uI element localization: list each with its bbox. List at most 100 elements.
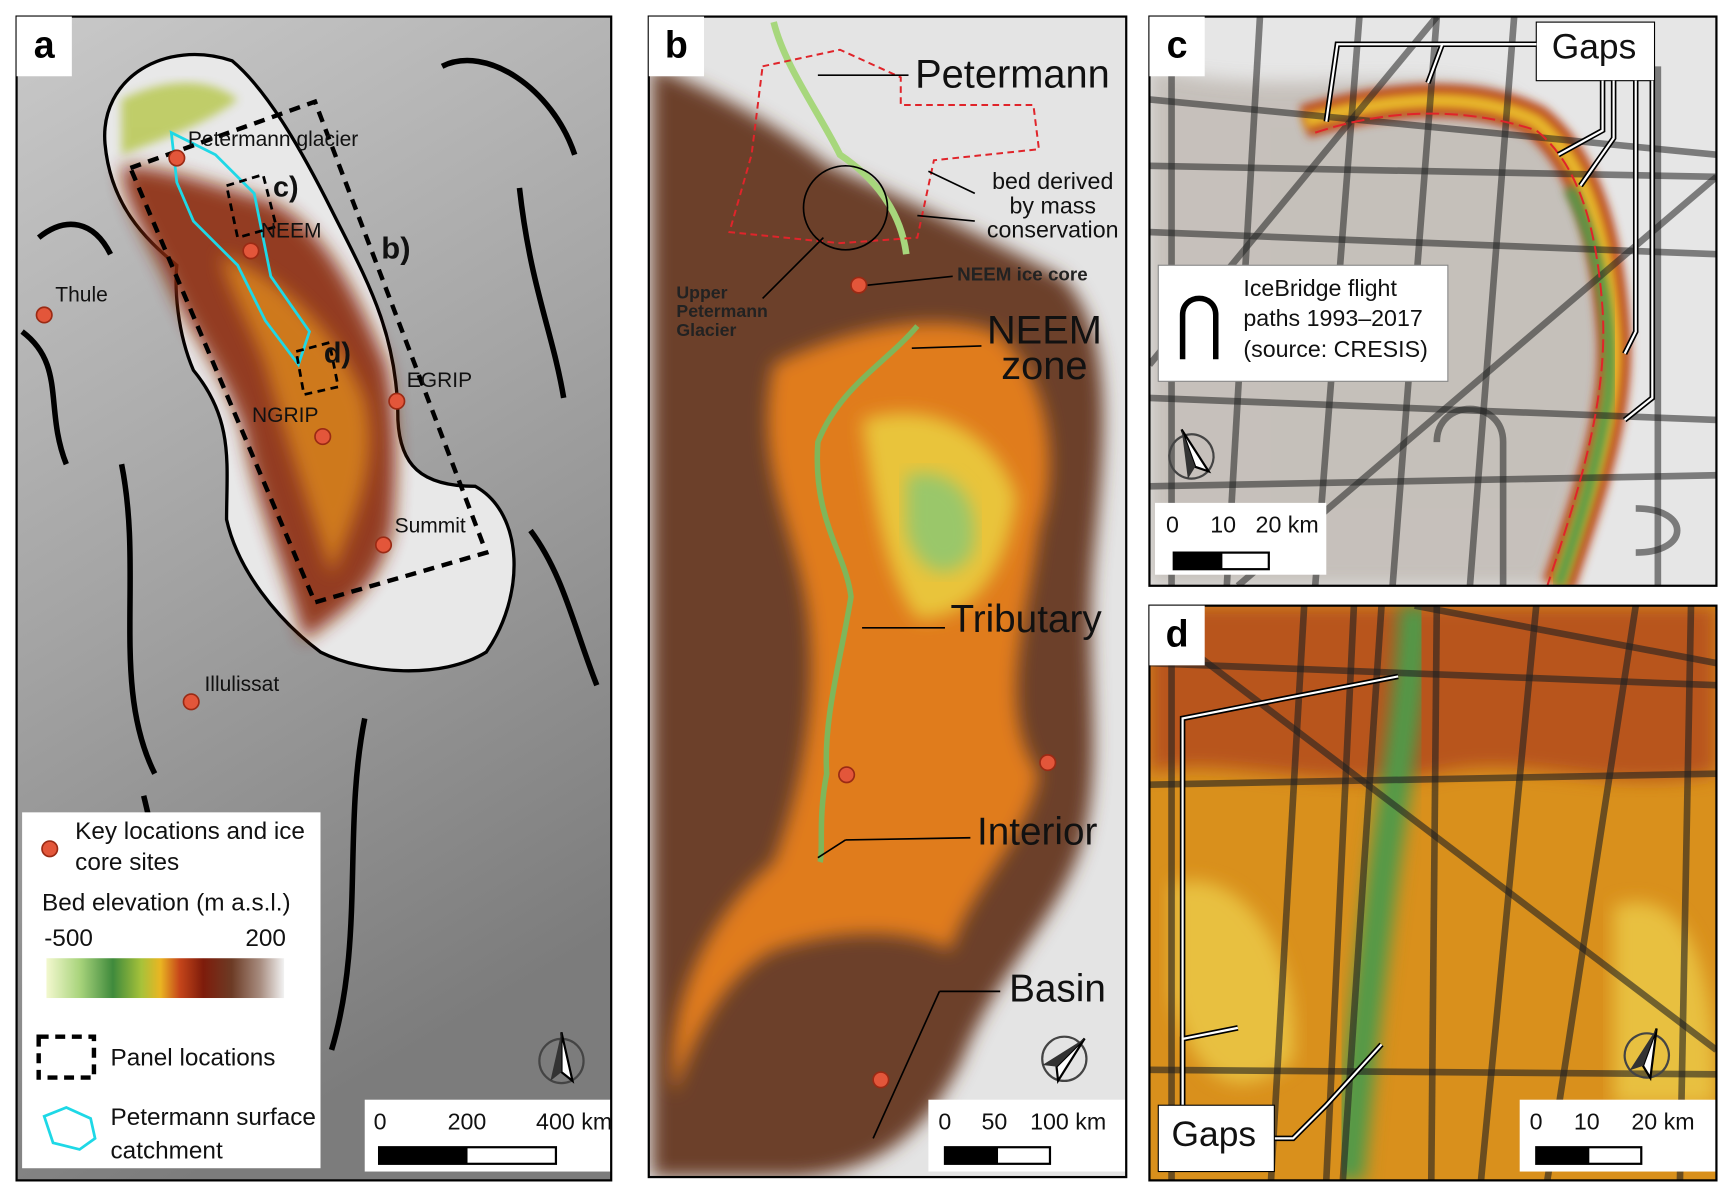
scale-label: 20 km bbox=[1255, 512, 1319, 539]
map-rect bbox=[1535, 21, 1656, 82]
map-rect bbox=[46, 958, 285, 999]
map-circle bbox=[242, 242, 260, 260]
map-path bbox=[814, 324, 920, 863]
map-path bbox=[1055, 1037, 1086, 1084]
map-label: d) bbox=[323, 335, 351, 370]
map-label: EGRIP bbox=[406, 369, 473, 393]
map-path bbox=[1426, 43, 1537, 84]
map-path bbox=[906, 473, 975, 572]
scale-label: 100 km bbox=[1030, 1109, 1107, 1136]
map-rect bbox=[1148, 604, 1718, 1182]
map-path bbox=[1641, 1028, 1658, 1082]
map-line bbox=[1149, 394, 1717, 424]
map-label: c) bbox=[272, 170, 299, 204]
map-line bbox=[1149, 471, 1717, 490]
map-line bbox=[1149, 228, 1717, 258]
map-g bbox=[838, 276, 1057, 1089]
colorbar-max: 200 bbox=[245, 923, 286, 952]
map-path bbox=[42, 1105, 97, 1151]
map-line bbox=[1339, 605, 1385, 1181]
map-path bbox=[1042, 1038, 1085, 1067]
map-label: Petermann glacier bbox=[187, 128, 359, 152]
legend-text: Key locations and ice core sites bbox=[75, 816, 305, 875]
map-line bbox=[1427, 605, 1441, 1181]
scale-label: 10 bbox=[1210, 512, 1237, 539]
map-g bbox=[1149, 605, 1717, 1181]
map-path bbox=[1635, 505, 1681, 556]
map-g bbox=[16, 16, 612, 1181]
map-rect bbox=[379, 1147, 468, 1164]
scale-label: 50 bbox=[981, 1109, 1008, 1136]
map-line bbox=[911, 345, 982, 349]
panel-letter: b bbox=[648, 16, 705, 77]
map-g bbox=[1168, 428, 1215, 480]
map-line bbox=[1466, 16, 1518, 586]
legend-text: Panel locations bbox=[110, 1043, 276, 1071]
scale-label: 0 bbox=[1529, 1109, 1543, 1136]
map-line bbox=[1267, 605, 1308, 1181]
map-rect bbox=[1536, 1147, 1590, 1164]
map-label: Thule bbox=[55, 284, 108, 308]
map-line bbox=[928, 170, 976, 195]
map-g bbox=[35, 149, 406, 711]
map-label: bed derived by mass conservation bbox=[986, 169, 1119, 244]
legend-text: Petermann surface catchment bbox=[110, 1103, 316, 1164]
panel-letter: d bbox=[1149, 605, 1205, 666]
map-g bbox=[1149, 605, 1717, 1181]
map-label: NEEM zone bbox=[986, 307, 1102, 389]
scale-label: 400 km bbox=[536, 1109, 613, 1136]
map-path bbox=[121, 82, 238, 155]
map-line bbox=[1676, 605, 1695, 1181]
map-line bbox=[762, 237, 824, 299]
map-path bbox=[1180, 428, 1212, 474]
colorbar-min: -500 bbox=[44, 923, 93, 952]
map-line bbox=[867, 275, 953, 286]
map-label: Petermann bbox=[915, 50, 1110, 97]
map-circle bbox=[802, 164, 889, 251]
panel-letter: c bbox=[1149, 16, 1205, 77]
map-path bbox=[1181, 429, 1196, 479]
map-label: Tributary bbox=[950, 597, 1102, 642]
map-line bbox=[917, 214, 975, 222]
map-rect bbox=[944, 1147, 999, 1164]
map-path bbox=[1332, 605, 1431, 1181]
map-label: NEEM ice core bbox=[957, 264, 1088, 286]
scale-label: 20 km bbox=[1631, 1109, 1695, 1136]
map-circle bbox=[850, 276, 868, 294]
map-line bbox=[1149, 616, 1717, 1053]
map-circle bbox=[41, 840, 59, 858]
map-path bbox=[1613, 902, 1717, 1106]
legend-title: Bed elevation (m a.s.l.) bbox=[41, 888, 291, 917]
map-path bbox=[1623, 80, 1654, 421]
map-g bbox=[1149, 16, 1717, 586]
map-polygon bbox=[728, 48, 1041, 245]
map-rect bbox=[36, 1034, 97, 1080]
map-label: Illulissat bbox=[204, 673, 280, 697]
map-line bbox=[1149, 96, 1717, 159]
map-path bbox=[1181, 675, 1399, 1106]
map-circle bbox=[1039, 754, 1057, 772]
map-circle bbox=[182, 693, 200, 711]
map-polygon bbox=[224, 172, 278, 240]
scale-label: 0 bbox=[373, 1109, 387, 1136]
map-line bbox=[872, 991, 941, 1139]
map-path bbox=[1579, 80, 1615, 187]
map-line bbox=[1414, 605, 1717, 667]
map-line bbox=[817, 839, 846, 859]
map-label: NGRIP bbox=[251, 404, 319, 428]
map-path bbox=[221, 254, 370, 575]
legend-text: IceBridge flight paths 1993–2017 (source… bbox=[1243, 276, 1428, 363]
map-rect bbox=[15, 15, 613, 1182]
map-label: Upper Petermann Glacier bbox=[676, 284, 768, 340]
map-g bbox=[762, 74, 1001, 1139]
panel-letter: a bbox=[16, 16, 72, 77]
map-line bbox=[1322, 605, 1358, 1181]
map-path bbox=[1557, 80, 1604, 156]
map-circle bbox=[388, 392, 406, 410]
map-g bbox=[1325, 43, 1654, 421]
map-label: Gaps bbox=[1171, 1114, 1257, 1154]
map-circle bbox=[314, 428, 332, 446]
map-label: Interior bbox=[977, 810, 1098, 854]
map-label: Gaps bbox=[1551, 26, 1637, 67]
